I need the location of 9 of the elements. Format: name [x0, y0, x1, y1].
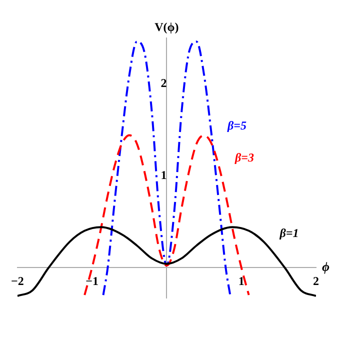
x-axis-title: ϕ — [322, 258, 330, 274]
series-label: β=5 — [226, 118, 246, 132]
x-tick-label: −2 — [10, 274, 24, 288]
series-label: β=3 — [234, 150, 254, 165]
series-label: β=1 — [278, 226, 299, 240]
x-tick-label: 2 — [313, 274, 319, 288]
y-axis-title: V(ϕ) — [154, 20, 179, 34]
x-tick-label: 1 — [238, 274, 244, 288]
x-tick-label: −1 — [86, 274, 98, 288]
